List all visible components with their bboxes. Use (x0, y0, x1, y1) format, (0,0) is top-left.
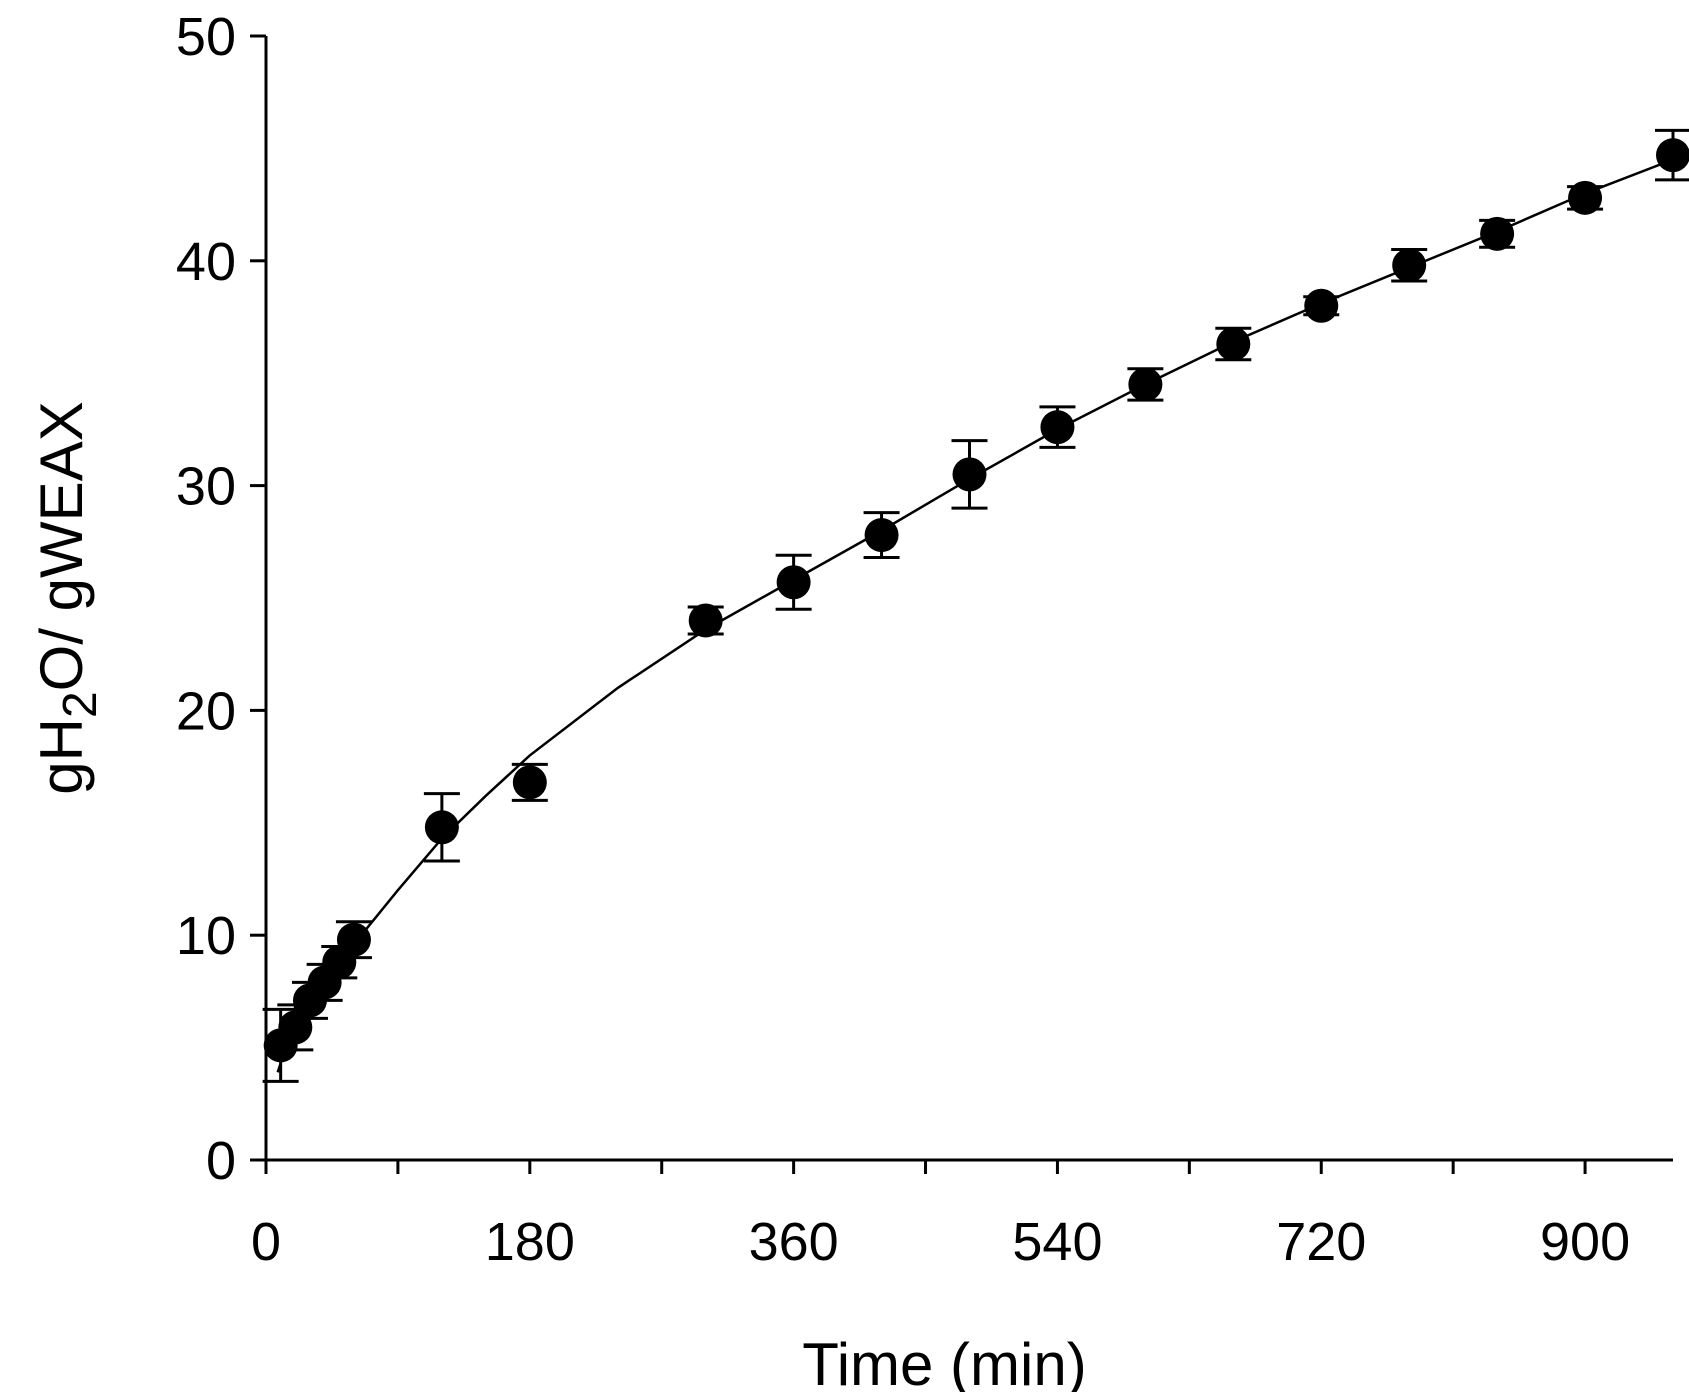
x-tick-label: 540 (1012, 1212, 1102, 1272)
data-point (688, 603, 723, 638)
y-tick-label: 0 (206, 1131, 236, 1191)
y-axis-title-subscript: 2 (54, 691, 107, 718)
data-point (776, 565, 811, 600)
x-tick-layer: 0 180 360 540 720 900 (251, 1160, 1630, 1272)
x-tick-label: 180 (485, 1212, 575, 1272)
x-axis-title: Time (min) (802, 1331, 1086, 1392)
x-tick-label: 900 (1540, 1212, 1630, 1272)
x-tick-label: 360 (749, 1212, 839, 1272)
y-tick-label: 40 (176, 232, 236, 292)
data-point (952, 457, 987, 492)
data-point (336, 922, 371, 957)
data-point (512, 765, 547, 800)
fit-layer (276, 158, 1674, 1073)
error-bar-layer (262, 128, 1689, 1083)
y-tick-label: 20 (176, 681, 236, 741)
x-tick-label: 0 (251, 1212, 281, 1272)
data-point (1392, 248, 1427, 283)
data-point (1480, 216, 1515, 251)
data-point (1568, 180, 1603, 215)
y-tick-label: 10 (176, 906, 236, 966)
data-point (424, 810, 459, 845)
data-point (1304, 288, 1339, 323)
data-point (864, 518, 899, 553)
data-point (1040, 410, 1075, 445)
data-point (1216, 326, 1251, 361)
y-tick-layer: 0 10 20 30 40 50 (176, 7, 266, 1191)
fit-curve (276, 158, 1674, 1073)
y-axis-title-prefix: gH (28, 718, 95, 795)
y-axis-title-suffix: O/ gWEAX (28, 401, 95, 691)
data-point (1656, 138, 1689, 173)
y-axis-title: gH2O/ gWEAX (28, 401, 107, 794)
x-tick-label: 720 (1276, 1212, 1366, 1272)
data-point (1128, 367, 1163, 402)
data-point (278, 1010, 313, 1045)
data-point-layer (263, 138, 1689, 1063)
y-tick-label: 30 (176, 457, 236, 517)
y-tick-label: 50 (176, 7, 236, 67)
